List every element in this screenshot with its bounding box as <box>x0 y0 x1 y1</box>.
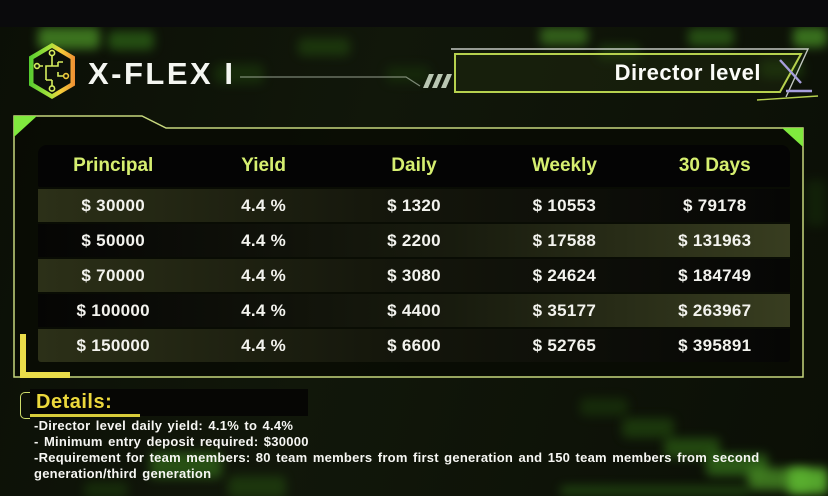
hex-circuit-logo-icon <box>26 42 78 100</box>
col-header-daily: Daily <box>391 155 437 176</box>
cell: 4.4 % <box>241 336 287 355</box>
cell: $ 24624 <box>532 266 597 285</box>
detail-item: -Requirement for team members: 80 team m… <box>34 450 760 481</box>
col-header-weekly: Weekly <box>531 155 597 176</box>
cell: $ 3080 <box>387 266 441 285</box>
cell: $ 184749 <box>678 266 752 285</box>
cell: 4.4 % <box>241 301 287 320</box>
cell: $ 50000 <box>81 231 145 250</box>
cell: $ 395891 <box>678 336 752 355</box>
cell: $ 131963 <box>678 231 752 250</box>
cell: 4.4 % <box>241 231 287 250</box>
cell: $ 52765 <box>532 336 597 355</box>
corner-triangle-top-left-icon <box>14 116 37 137</box>
cell: $ 35177 <box>532 301 597 320</box>
cell: $ 100000 <box>76 301 150 320</box>
cell: $ 17588 <box>532 231 597 250</box>
table-row: $ 100000 4.4 % $ 4400 $ 35177 $ 263967 <box>38 294 790 327</box>
cell: $ 150000 <box>76 336 150 355</box>
table-header-row: Principal Yield Daily Weekly 30 Days <box>38 145 790 187</box>
brand-title: X-FLEX I <box>88 56 236 91</box>
cell: $ 2200 <box>387 231 441 250</box>
cell: $ 263967 <box>678 301 752 320</box>
yield-table: Principal Yield Daily Weekly 30 Days $ 3… <box>38 145 790 362</box>
cell: 4.4 % <box>241 196 287 215</box>
table-row: $ 50000 4.4 % $ 2200 $ 17588 $ 131963 <box>38 224 790 257</box>
cell: $ 79178 <box>683 196 747 215</box>
col-header-principal: Principal <box>73 155 154 176</box>
cell: $ 6600 <box>387 336 441 355</box>
detail-item: - Minimum entry deposit required: $30000 <box>34 434 309 449</box>
col-header-30days: 30 Days <box>678 155 751 176</box>
level-badge: Director level <box>614 60 761 85</box>
top-letterbox <box>0 0 828 27</box>
cell: $ 10553 <box>532 196 597 215</box>
col-header-yield: Yield <box>241 155 286 176</box>
cell: $ 1320 <box>387 196 441 215</box>
details-bracket <box>20 392 30 419</box>
cell: 4.4 % <box>241 266 287 285</box>
table-row: $ 30000 4.4 % $ 1320 $ 10553 $ 79178 <box>38 189 790 222</box>
cell: $ 4400 <box>387 301 441 320</box>
cell: $ 70000 <box>81 266 145 285</box>
details-heading: Details: <box>36 391 113 413</box>
cell: $ 30000 <box>81 196 145 215</box>
badge-tail-line <box>756 95 819 101</box>
details-list: -Director level daily yield: 4.1% to 4.4… <box>34 418 806 482</box>
table-row: $ 70000 4.4 % $ 3080 $ 24624 $ 184749 <box>38 259 790 292</box>
details-underline <box>30 414 140 417</box>
detail-item: -Director level daily yield: 4.1% to 4.4… <box>34 418 294 433</box>
details-heading-chip <box>30 389 308 416</box>
table-row: $ 150000 4.4 % $ 6600 $ 52765 $ 395891 <box>38 329 790 362</box>
